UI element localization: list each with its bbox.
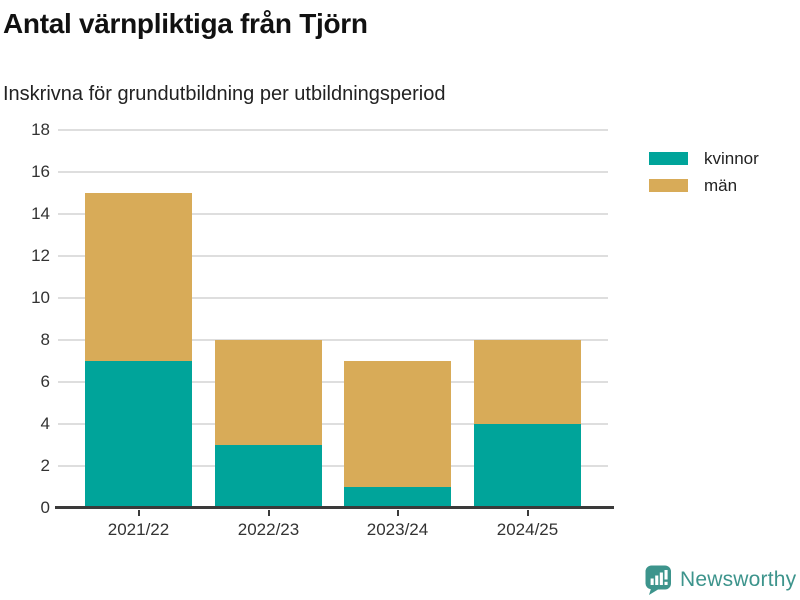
legend-label-män: män	[704, 175, 738, 195]
gridline-y16	[58, 171, 608, 173]
gridline-y12	[58, 255, 608, 257]
bar-segment-kvinnor-2023/24	[344, 487, 451, 508]
x-axis-tick-2023/24	[396, 510, 399, 516]
x-axis-line	[55, 506, 614, 509]
x-axis-tick-2021/22	[137, 510, 140, 516]
x-axis-label-2024/25: 2024/25	[496, 520, 559, 539]
legend-swatch-män	[649, 179, 688, 192]
bar-segment-män-2022/23	[215, 340, 322, 445]
x-axis-label-2023/24: 2023/24	[366, 520, 429, 539]
y-axis-label-16: 16	[31, 162, 50, 181]
bar-segment-kvinnor-2024/25	[474, 424, 581, 508]
gridline-y4	[58, 423, 608, 425]
bar-segment-kvinnor-2021/22	[85, 361, 192, 508]
y-axis-label-10: 10	[31, 288, 50, 307]
y-axis-label-6: 6	[40, 372, 50, 391]
y-axis-label-12: 12	[31, 246, 50, 265]
bar-segment-män-2021/22	[85, 193, 192, 361]
bar-segment-kvinnor-2022/23	[215, 445, 322, 508]
bar-segment-män-2023/24	[344, 361, 451, 487]
y-axis-label-18: 18	[31, 120, 50, 139]
x-axis-label-2021/22: 2021/22	[107, 520, 170, 539]
bar-segment-män-2024/25	[474, 340, 581, 424]
x-axis-tick-2024/25	[526, 510, 529, 516]
legend-label-kvinnor: kvinnor	[704, 148, 759, 168]
gridline-y18	[58, 129, 608, 131]
y-axis-label-8: 8	[40, 330, 50, 349]
x-axis-tick-2022/23	[267, 510, 270, 516]
y-axis-label-0: 0	[40, 498, 50, 517]
plot-area: 0 2 4 6 8 10 12 14 16 18 2021/22 2022/23 2023/24 2024…	[31, 120, 614, 539]
gridline-y6	[58, 381, 608, 383]
y-axis-label-4: 4	[40, 414, 50, 433]
legend-item-män: män	[649, 172, 759, 199]
brand-name: Newsworthy	[680, 568, 797, 591]
gridline-y14	[58, 213, 608, 215]
legend-swatch-kvinnor	[649, 152, 688, 165]
chart-subtitle: Inskrivna för grundutbildning per utbild…	[3, 83, 446, 105]
legend: kvinnor män	[649, 145, 759, 199]
gridline-y10	[58, 297, 608, 299]
legend-item-kvinnor: kvinnor	[649, 145, 759, 172]
brand-footer: Newsworthy	[645, 565, 796, 595]
chart-title: Antal värnpliktiga från Tjörn	[3, 8, 368, 39]
x-axis-label-2022/23: 2022/23	[237, 520, 300, 539]
gridline-y8	[58, 339, 608, 341]
y-axis-label-14: 14	[31, 204, 50, 223]
newsworthy-logo-icon	[645, 565, 671, 595]
y-axis-label-2: 2	[40, 456, 50, 475]
gridline-y2	[58, 465, 608, 467]
